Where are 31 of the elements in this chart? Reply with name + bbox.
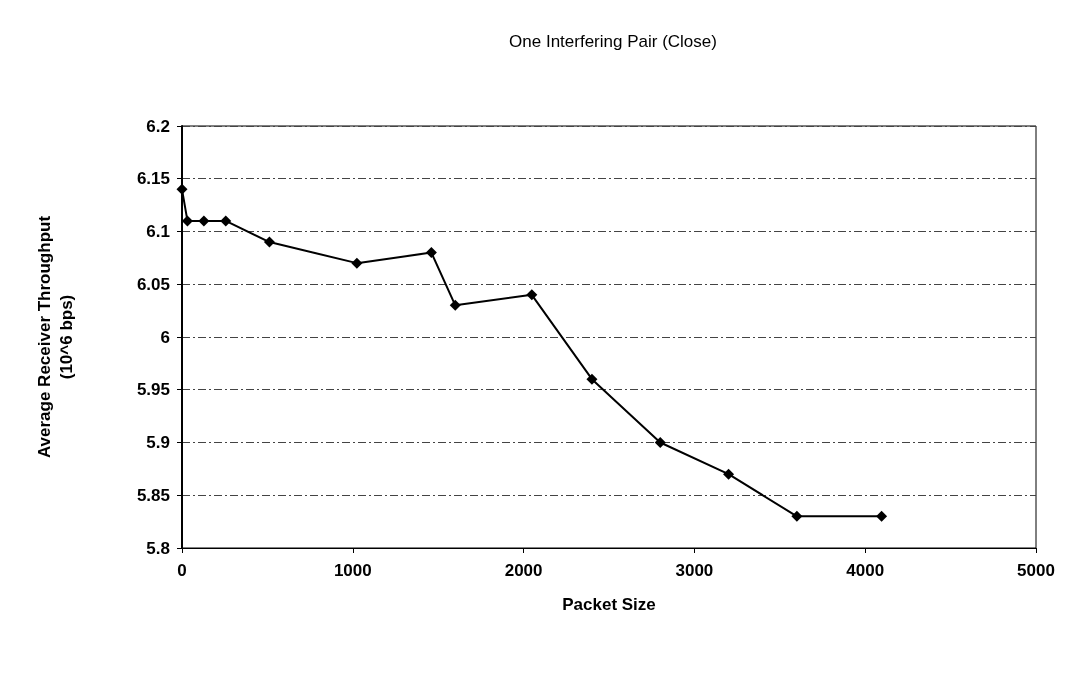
- y-tick-label: 6.2: [146, 116, 170, 136]
- x-tick-label: 3000: [675, 561, 714, 580]
- x-tick-label: 0: [177, 561, 187, 580]
- y-tick-label: 5.8: [146, 538, 170, 558]
- point: [176, 183, 188, 195]
- point: [263, 236, 275, 248]
- point: [586, 373, 598, 385]
- y-tick-label: 5.9: [146, 433, 170, 452]
- y-tick-label: 6.1: [146, 222, 170, 241]
- x-tick-label: 1000: [333, 561, 372, 580]
- point: [449, 299, 461, 311]
- y-tick-label: 5.85: [136, 485, 170, 505]
- chart-title: One Interfering Pair (Close): [509, 32, 717, 51]
- point: [654, 437, 666, 448]
- point: [723, 468, 735, 480]
- point: [425, 247, 437, 259]
- point: [198, 215, 210, 227]
- y-tick-label: 6.15: [136, 169, 170, 189]
- point: [220, 215, 232, 227]
- point: [526, 289, 538, 301]
- point: [351, 257, 363, 269]
- x-tick-label: 5000: [1017, 561, 1055, 580]
- y-tick-label: 5.95: [136, 380, 170, 400]
- x-axis-title: Packet Size: [562, 595, 656, 614]
- y-axis-title: Average Receiver Throughput (10^6 bps): [34, 215, 76, 459]
- point: [791, 510, 803, 522]
- point: [876, 510, 888, 522]
- x-tick-label: 2000: [504, 561, 543, 580]
- x-tick-label: 4000: [846, 561, 885, 580]
- y-tick-label: 6: [160, 327, 170, 347]
- y-tick-label: 6.05: [136, 274, 170, 294]
